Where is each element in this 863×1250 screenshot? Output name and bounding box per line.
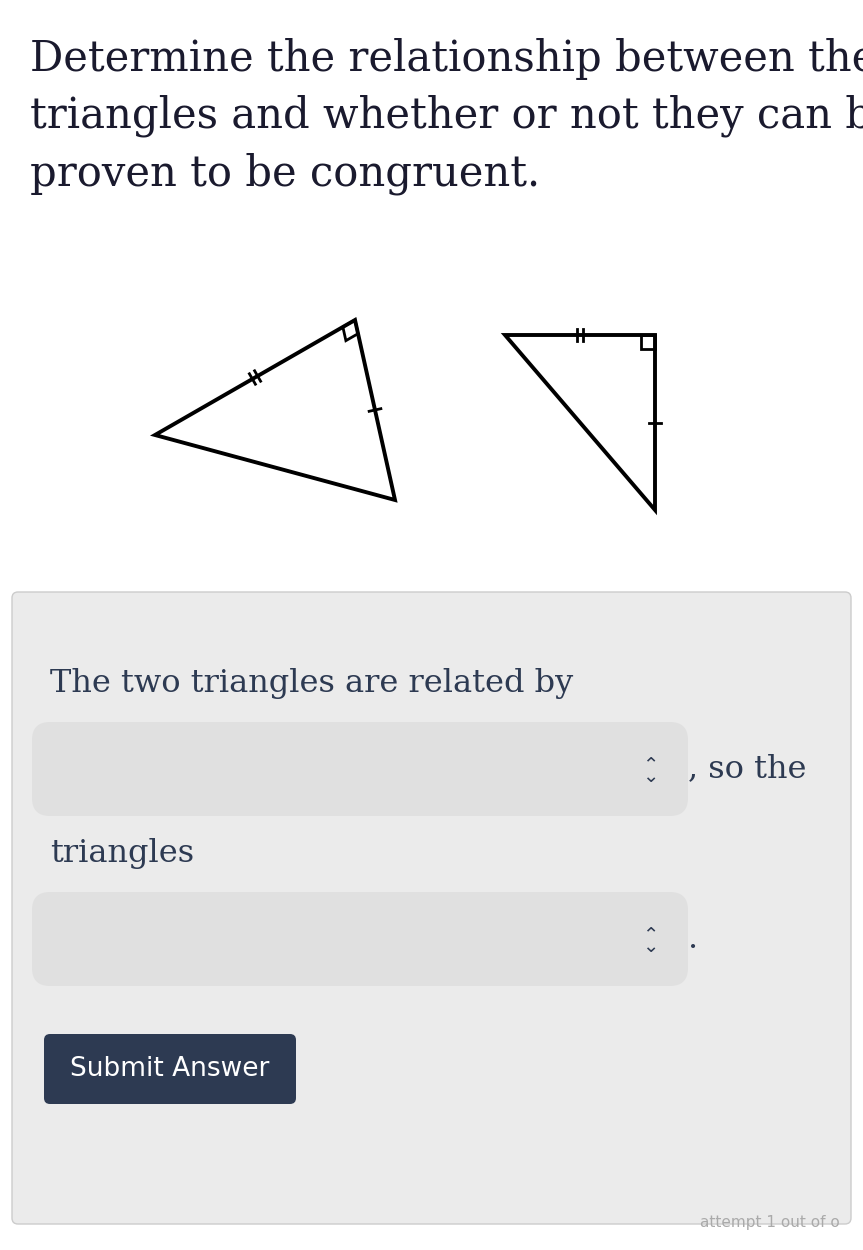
- FancyBboxPatch shape: [44, 1034, 296, 1104]
- Text: ⌄: ⌄: [641, 768, 658, 786]
- Text: ⌃: ⌃: [641, 925, 658, 945]
- Text: Submit Answer: Submit Answer: [70, 1056, 270, 1082]
- Text: ⌃: ⌃: [641, 755, 658, 775]
- Text: , so the: , so the: [688, 754, 807, 785]
- Text: .: .: [688, 924, 698, 955]
- Text: triangles: triangles: [50, 838, 194, 869]
- Text: Determine the relationship between the two
triangles and whether or not they can: Determine the relationship between the t…: [30, 38, 863, 195]
- Text: The two triangles are related by: The two triangles are related by: [50, 668, 573, 699]
- FancyBboxPatch shape: [32, 722, 688, 816]
- Text: attempt 1 out of o: attempt 1 out of o: [700, 1215, 840, 1230]
- Text: ⌄: ⌄: [641, 938, 658, 956]
- FancyBboxPatch shape: [12, 592, 851, 1224]
- FancyBboxPatch shape: [32, 892, 688, 986]
